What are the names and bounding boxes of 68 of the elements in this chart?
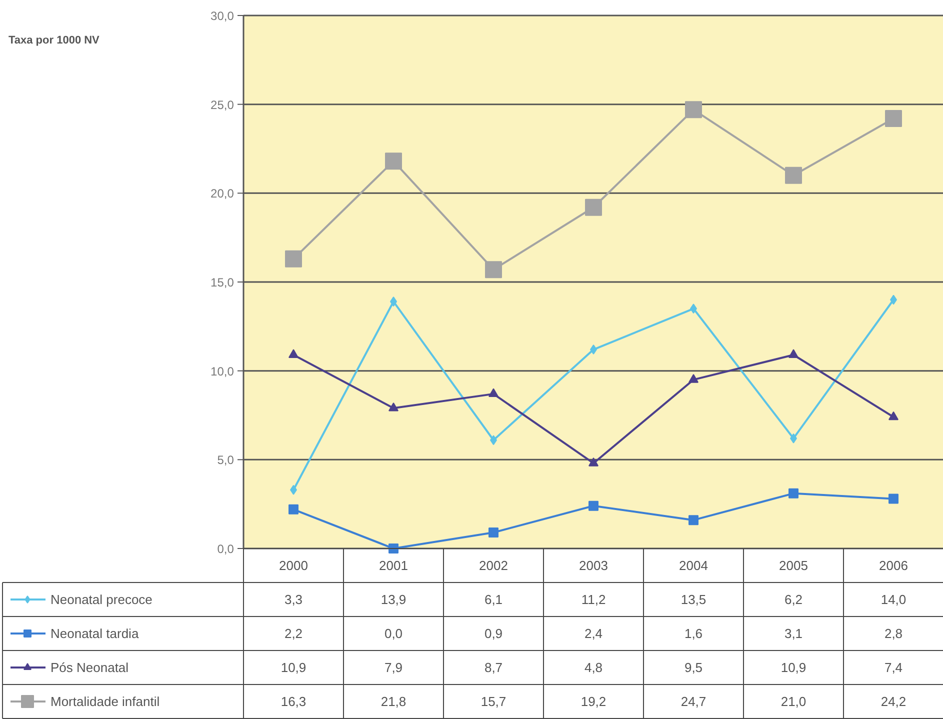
x-tick-label: 2005: [779, 558, 808, 573]
point: [585, 198, 602, 216]
x-tick-label: 2000: [279, 558, 308, 573]
data-label: 10,9: [780, 660, 806, 675]
legend-label: Mortalidade infantil: [50, 694, 160, 709]
data-label: 2,2: [284, 626, 303, 641]
point: [488, 388, 498, 398]
data-label: 1,6: [684, 626, 703, 641]
point: [388, 544, 398, 554]
data-label: 7,9: [384, 660, 403, 675]
data-label: 3,1: [784, 626, 803, 641]
x-tick-label: 2006: [879, 558, 908, 573]
data-label: 13,9: [380, 592, 406, 607]
data-label: 10,9: [280, 660, 306, 675]
y-tick-label: 30,0: [210, 9, 234, 23]
y-tick-label: 15,0: [210, 276, 234, 290]
data-label: 7,4: [884, 660, 903, 675]
data-label: 24,2: [880, 694, 906, 709]
text: Taxa por 1000 NV: [8, 34, 100, 46]
point: [685, 101, 702, 118]
point: [485, 261, 502, 278]
point: [688, 515, 698, 526]
data-label: 15,7: [480, 694, 506, 709]
x-tick-label: 2002: [479, 558, 508, 573]
data-label: 11,2: [581, 592, 606, 607]
y-tick-label: 5,0: [217, 453, 234, 468]
data-label: 6,2: [784, 592, 803, 607]
data-label: 16,3: [280, 694, 306, 709]
data-label: 6,1: [484, 592, 503, 607]
point: [385, 152, 402, 170]
y-tick-label: 0,0: [217, 542, 234, 556]
point: [388, 402, 398, 412]
point: [788, 488, 798, 498]
data-label: 2,8: [884, 626, 903, 641]
data-label: 19,2: [580, 694, 606, 709]
legend-label: Neonatal precoce: [50, 592, 152, 607]
point: [285, 250, 302, 268]
legend-label: Neonatal tardia: [50, 626, 140, 641]
x-tick-label: 2003: [579, 558, 608, 573]
point: [588, 458, 598, 466]
data-label: 4,8: [584, 660, 603, 675]
data-label: 8,7: [484, 660, 503, 675]
point: [888, 411, 898, 420]
point: [785, 166, 802, 184]
data-label: 14,0: [880, 592, 906, 607]
y-tick-label: 10,0: [210, 364, 234, 378]
data-label: 24,7: [680, 694, 706, 709]
data-label: 3,3: [284, 592, 303, 607]
point: [288, 504, 298, 514]
data-label: 0,9: [484, 626, 503, 641]
point: [288, 349, 298, 358]
x-tick-label: 2001: [379, 558, 408, 573]
legend-label: Pós Neonatal: [50, 660, 129, 675]
point: [588, 500, 598, 511]
data-label: 9,5: [684, 660, 703, 675]
data-label: 2,4: [584, 626, 603, 641]
point: [788, 349, 798, 358]
point: [688, 374, 698, 383]
point: [885, 110, 902, 128]
point: [888, 494, 898, 504]
data-label: 21,8: [380, 694, 406, 709]
x-tick-label: 2004: [679, 558, 708, 573]
data-label: 21,0: [780, 694, 806, 709]
point: [488, 528, 498, 538]
data-label: 13,5: [680, 592, 706, 607]
y-tick-label: 20,0: [210, 186, 234, 201]
data-label: 0,0: [384, 626, 403, 641]
y-tick-label: 25,0: [210, 98, 234, 112]
